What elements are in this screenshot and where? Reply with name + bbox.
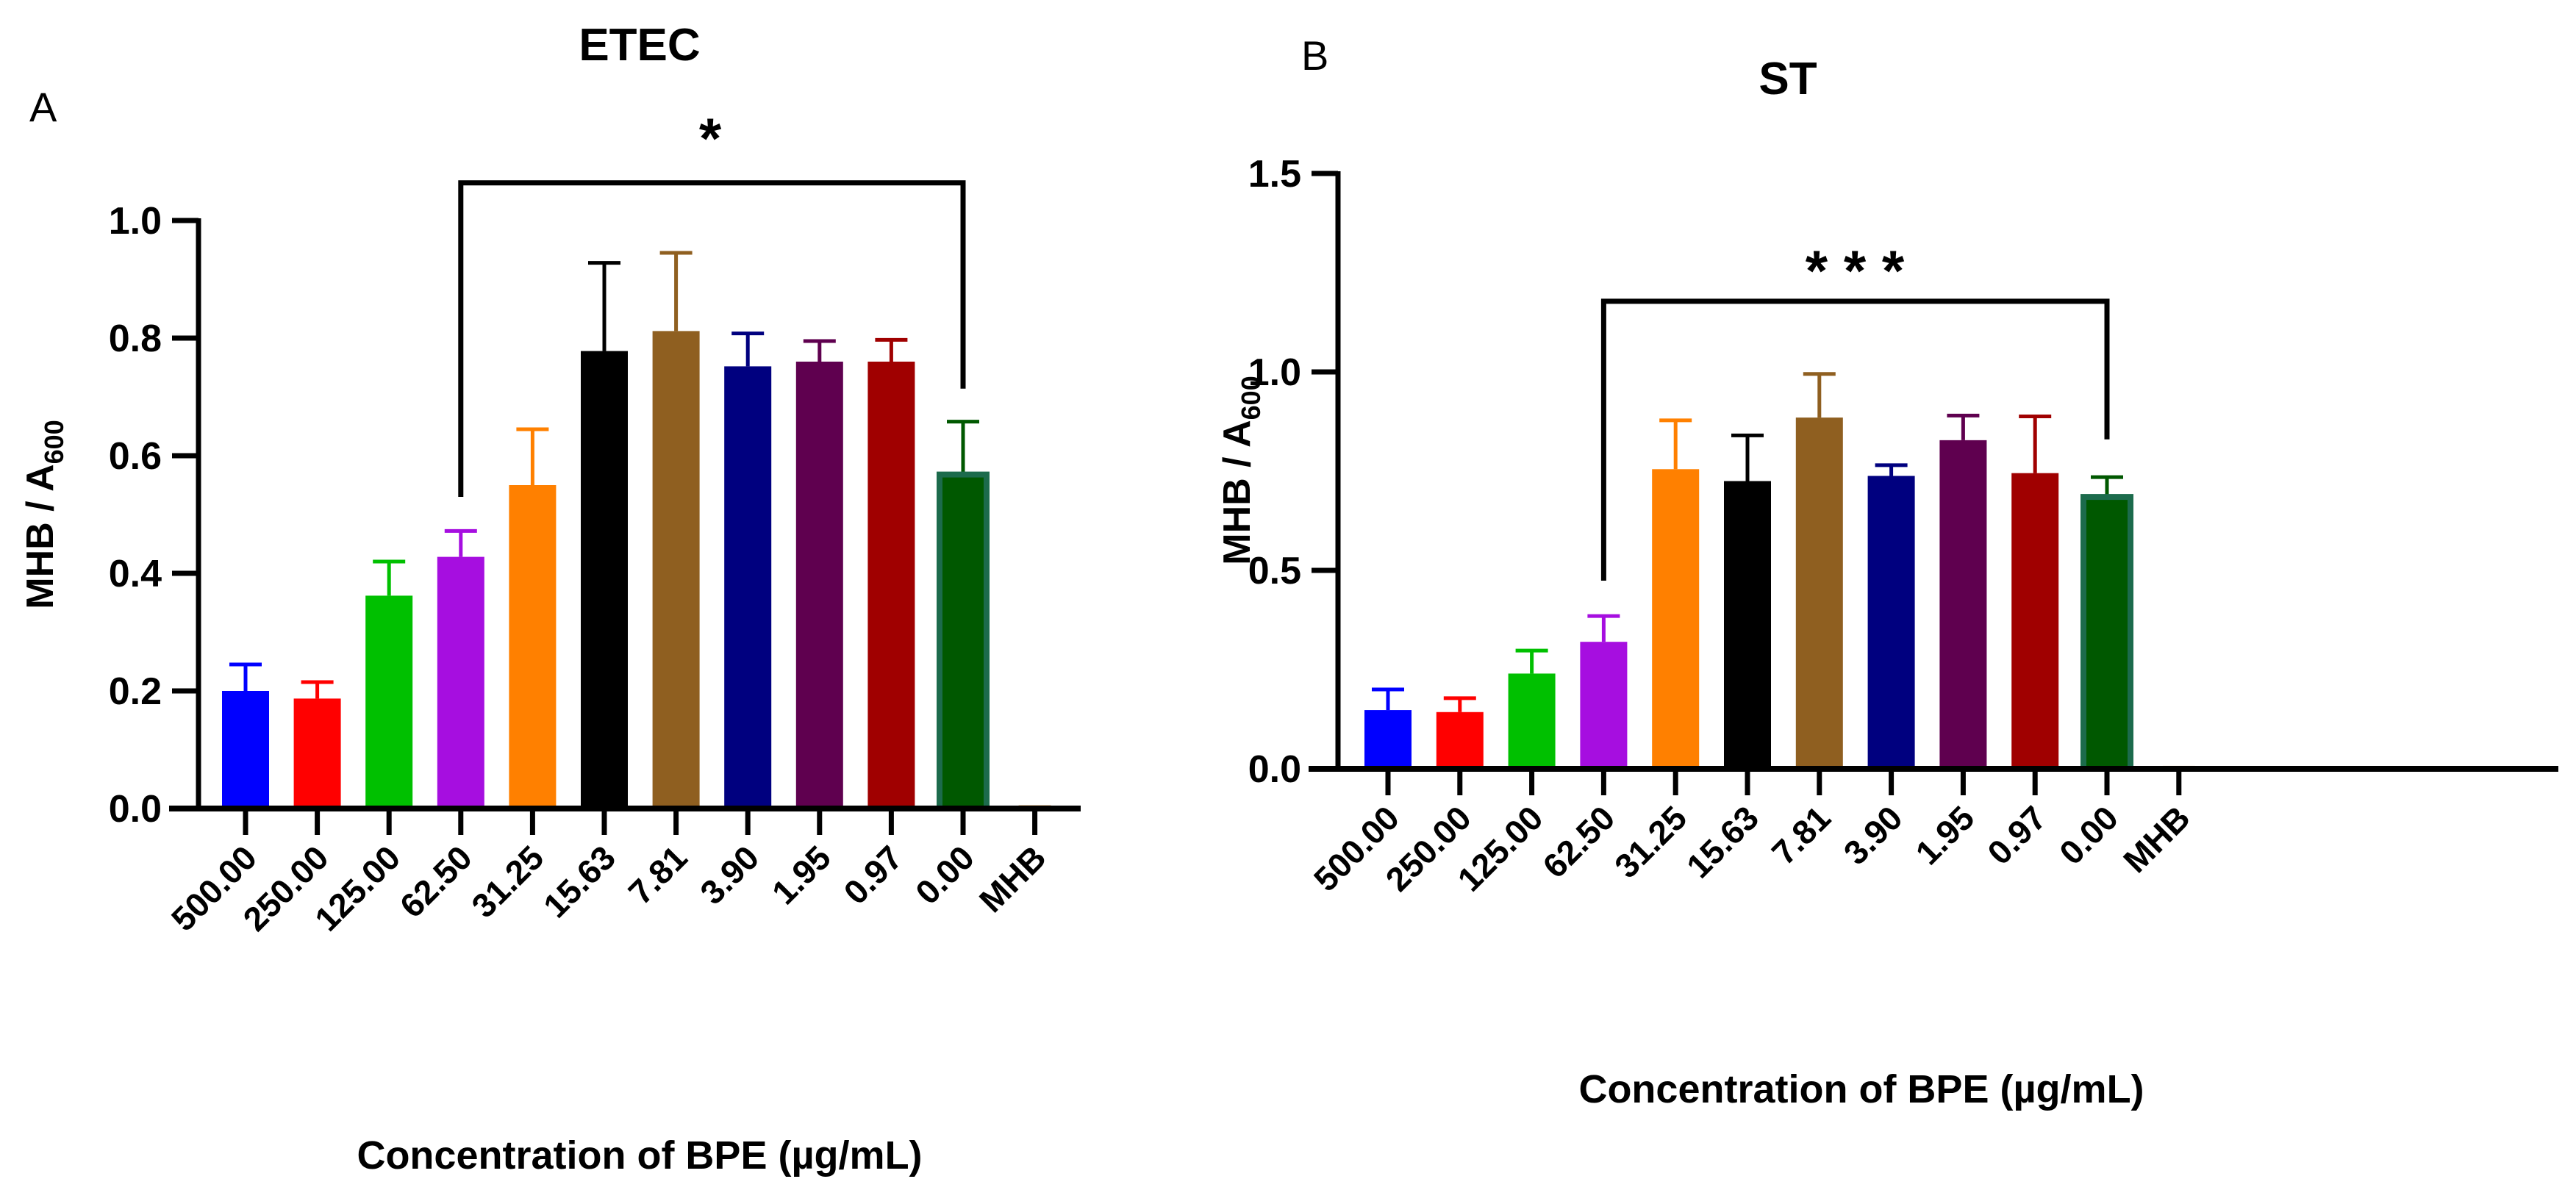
x-tick-label: MHB xyxy=(972,838,1053,920)
bar-31.25 xyxy=(1652,469,1700,769)
bar-125.00 xyxy=(1508,673,1556,769)
bar-500.00 xyxy=(222,691,269,809)
y-axis-label: MHB / A600 xyxy=(1216,376,1266,564)
x-tick-label: 0.00 xyxy=(908,838,981,911)
x-axis-label: Concentration of BPE (µg/mL) xyxy=(1578,1067,2144,1111)
bar-3.90 xyxy=(1867,476,1915,769)
bar-62.50 xyxy=(437,556,484,809)
x-tick-label: 3.90 xyxy=(1836,798,1910,872)
chart-title: ETEC xyxy=(579,20,700,71)
y-tick-label: 0.4 xyxy=(109,553,162,595)
x-tick-label: 7.81 xyxy=(621,838,695,911)
bar-1.95 xyxy=(1939,440,1987,769)
bar-62.50 xyxy=(1580,642,1628,769)
x-tick-label: 62.50 xyxy=(1535,798,1622,885)
y-tick-label: 0.6 xyxy=(109,435,162,478)
y-tick-label: 0.8 xyxy=(109,318,162,360)
panel-label: B xyxy=(1301,32,1328,79)
x-axis-label: Concentration of BPE (µg/mL) xyxy=(357,1133,922,1178)
bar-250.00 xyxy=(293,698,341,809)
y-axis-label: MHB / A600 xyxy=(19,420,69,609)
bar-0.97 xyxy=(2011,473,2059,769)
bar-31.25 xyxy=(509,485,557,809)
bar-125.00 xyxy=(365,595,413,809)
bar-15.63 xyxy=(1724,481,1771,769)
bar-7.81 xyxy=(1795,417,1843,769)
x-tick-label: 31.25 xyxy=(464,838,551,925)
y-axis-label-main: MHB / A xyxy=(1216,420,1259,564)
x-tick-label: 62.50 xyxy=(393,838,479,925)
chart-title: ST xyxy=(1759,54,1817,104)
significance-bracket xyxy=(1600,298,2110,581)
bar-0.00 xyxy=(2081,494,2133,772)
x-tick-label: 31.25 xyxy=(1607,798,1694,885)
y-tick-label: 1.5 xyxy=(1248,153,1301,196)
y-tick-label: 0.0 xyxy=(109,788,162,831)
y-tick-label: 1.0 xyxy=(1248,351,1301,394)
y-axis-label-main: MHB / A xyxy=(19,464,62,609)
bar-7.81 xyxy=(652,331,700,809)
panel-label: A xyxy=(29,84,57,130)
x-tick-label: 15.63 xyxy=(536,838,623,925)
x-tick-label: 7.81 xyxy=(1764,798,1838,872)
bar-0.00 xyxy=(937,471,990,811)
bar-3.90 xyxy=(724,366,772,809)
x-tick-label: 0.00 xyxy=(2052,798,2125,872)
bar-15.63 xyxy=(581,351,628,809)
bar-500.00 xyxy=(1364,710,1412,769)
significance-bracket xyxy=(458,180,966,497)
y-tick-label: 0.5 xyxy=(1248,550,1301,592)
bar-1.95 xyxy=(795,362,843,809)
x-tick-label: 1.95 xyxy=(765,838,838,911)
y-axis-label-subscript: 600 xyxy=(39,420,69,464)
bar-250.00 xyxy=(1436,712,1484,769)
x-tick-label: 3.90 xyxy=(693,838,766,911)
x-tick-label: 15.63 xyxy=(1679,798,1766,885)
y-axis-label-subscript: 600 xyxy=(1236,376,1266,420)
y-tick-label: 0.0 xyxy=(1248,748,1301,791)
y-tick-label: 0.2 xyxy=(109,670,162,713)
significance-label: * * * xyxy=(1806,238,1905,303)
significance-label: * xyxy=(699,106,722,171)
x-tick-label: 0.97 xyxy=(1980,798,2053,872)
x-tick-label: 1.95 xyxy=(1908,798,1981,872)
x-tick-label: 0.97 xyxy=(836,838,909,911)
x-tick-label: MHB xyxy=(2116,798,2197,880)
bar-0.97 xyxy=(867,362,915,809)
y-tick-label: 1.0 xyxy=(109,200,162,243)
